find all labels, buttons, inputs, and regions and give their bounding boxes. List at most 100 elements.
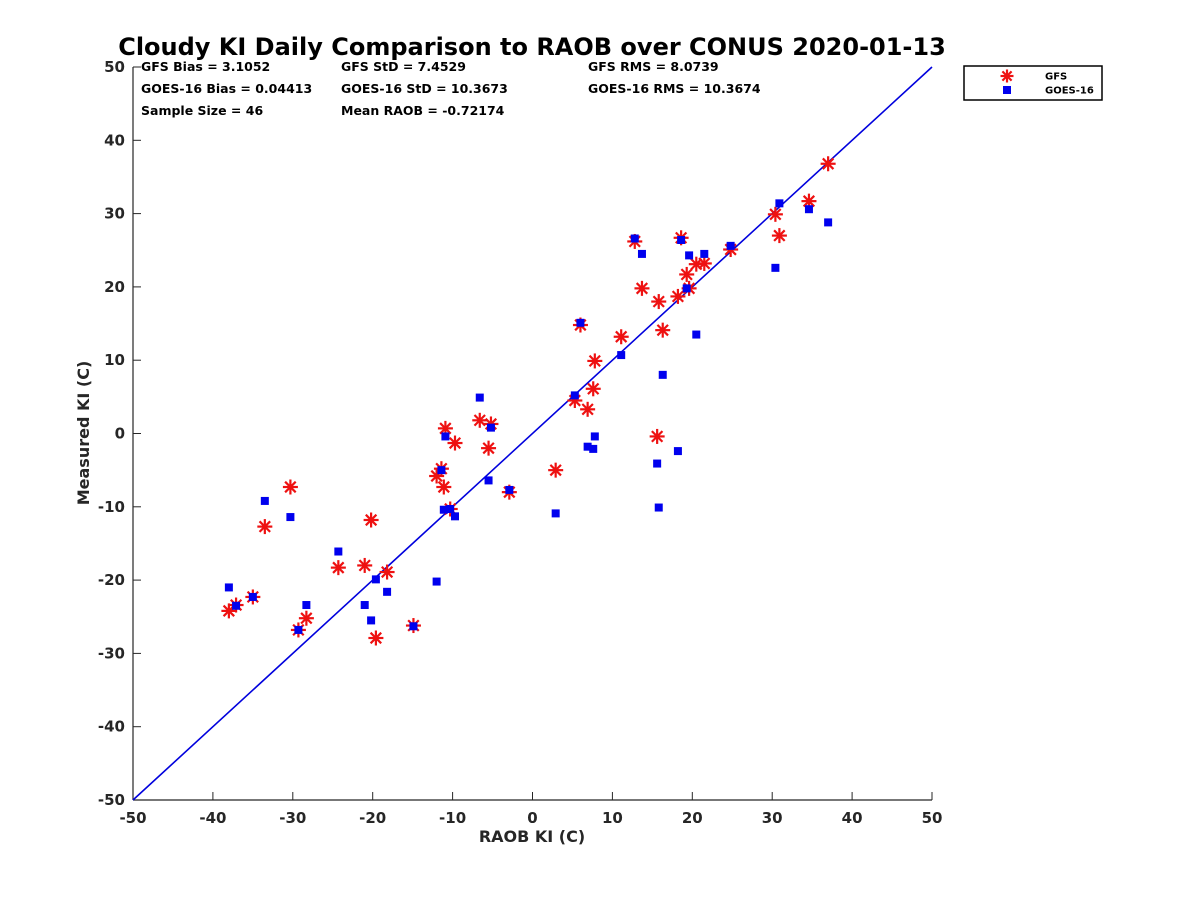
- y-tick-label: 0: [115, 425, 125, 443]
- stat-gfs-std: GFS StD = 7.4529: [341, 59, 466, 74]
- goes-16-point: [409, 622, 418, 631]
- stat-goes-bias: GOES-16 Bias = 0.04413: [141, 81, 312, 96]
- goes-16-point: [383, 587, 392, 596]
- x-tick-label: -40: [199, 809, 226, 827]
- goes-16-point: [673, 447, 682, 456]
- x-axis-label: RAOB KI (C): [479, 827, 585, 846]
- goes-16-point: [505, 485, 514, 494]
- reference-line: [132, 66, 933, 801]
- gfs-point: [330, 560, 346, 576]
- goes-16-point: [682, 284, 691, 293]
- x-tick-label: 20: [682, 809, 703, 827]
- gfs-point: [771, 228, 787, 244]
- y-tick-label: 10: [104, 351, 125, 369]
- gfs-point: [679, 266, 695, 282]
- goes-16-point: [486, 423, 495, 432]
- gfs-point: [649, 428, 665, 444]
- series-goes-16: [224, 199, 833, 634]
- gfs-point: [801, 193, 817, 209]
- x-tick-label: 10: [602, 809, 623, 827]
- gfs-point: [368, 630, 384, 646]
- goes-16-point: [437, 466, 446, 475]
- legend-label-goes-16: GOES-16: [1045, 86, 1094, 97]
- gfs-point: [655, 322, 671, 338]
- gfs-point: [651, 294, 667, 310]
- goes-16-point: [653, 459, 662, 468]
- x-tick-label: 0: [527, 809, 537, 827]
- stat-gfs-bias: GFS Bias = 3.1052: [141, 59, 270, 74]
- gfs-point: [481, 440, 497, 456]
- goes-16-point: [484, 476, 493, 485]
- x-tick-label: -30: [279, 809, 306, 827]
- goes-16-point: [630, 234, 639, 243]
- x-tick-label: -10: [439, 809, 466, 827]
- y-tick-label: 50: [104, 58, 125, 76]
- goes-16-point: [224, 583, 233, 592]
- y-tick-label: 20: [104, 278, 125, 296]
- gfs-point: [613, 329, 629, 345]
- x-tick-label: 30: [762, 809, 783, 827]
- goes-16-point: [439, 505, 448, 514]
- goes-16-point: [775, 199, 784, 208]
- goes-16-point: [371, 575, 380, 584]
- y-tick-label: 40: [104, 131, 125, 149]
- goes-16-point: [367, 616, 376, 625]
- goes-16-point: [576, 318, 585, 327]
- goes-16-point: [726, 241, 735, 250]
- gfs-point: [447, 435, 463, 451]
- goes-16-point: [432, 577, 441, 586]
- chart-title: Cloudy KI Daily Comparison to RAOB over …: [118, 33, 946, 61]
- legend-marker-goes-16: [1003, 86, 1011, 94]
- gfs-point: [696, 255, 712, 271]
- goes-16-point: [441, 432, 450, 441]
- gfs-point: [363, 512, 379, 528]
- y-tick-label: -20: [98, 571, 125, 589]
- x-tick-label: -20: [359, 809, 386, 827]
- x-tick-label: 40: [842, 809, 863, 827]
- gfs-point: [820, 156, 836, 172]
- goes-16-point: [590, 432, 599, 441]
- series-gfs: [221, 156, 836, 646]
- gfs-point: [767, 206, 783, 222]
- gfs-point: [548, 462, 564, 478]
- x-tick-label: -50: [119, 809, 146, 827]
- goes-16-point: [475, 393, 484, 402]
- legend: GFS GOES-16: [963, 65, 1103, 101]
- goes-16-point: [617, 351, 626, 360]
- goes-16-point: [583, 442, 592, 451]
- gfs-point: [357, 557, 373, 573]
- gfs-point: [282, 479, 298, 495]
- y-tick-label: 30: [104, 205, 125, 223]
- goes-16-point: [637, 249, 646, 258]
- goes-16-point: [677, 235, 686, 244]
- stat-goes-std: GOES-16 StD = 10.3673: [341, 81, 508, 96]
- goes-16-point: [570, 391, 579, 400]
- goes-16-point: [446, 504, 455, 513]
- goes-16-point: [450, 512, 459, 521]
- goes-16-point: [804, 205, 813, 214]
- y-tick-label: -40: [98, 718, 125, 736]
- goes-16-point: [692, 330, 701, 339]
- goes-16-point: [658, 370, 667, 379]
- data-marks: [221, 156, 836, 646]
- stat-goes-rms: GOES-16 RMS = 10.3674: [588, 81, 761, 96]
- stat-mean-raob: Mean RAOB = -0.72174: [341, 103, 505, 118]
- goes-16-point: [700, 249, 709, 258]
- goes-16-point: [685, 251, 694, 260]
- axes: -50 -40 -30 -20 -10 0 10 20 30 40 50 -50 -40 -30 -20 -1…: [98, 58, 943, 827]
- goes-16-point: [551, 509, 560, 518]
- y-tick-label: -50: [98, 791, 125, 809]
- one-to-one-line: [132, 66, 933, 801]
- gfs-point: [436, 479, 452, 495]
- legend-label-gfs: GFS: [1045, 72, 1067, 83]
- goes-16-point: [360, 601, 369, 610]
- legend-marker-gfs: [1000, 69, 1014, 83]
- y-tick-label: -10: [98, 498, 125, 516]
- y-tick-label: -30: [98, 644, 125, 662]
- goes-16-point: [286, 513, 295, 522]
- goes-16-point: [260, 496, 269, 505]
- y-axis-label: Measured KI (C): [74, 361, 93, 506]
- gfs-point: [580, 401, 596, 417]
- stats-block: GFS Bias = 3.1052 GFS StD = 7.4529 GFS R…: [141, 59, 761, 118]
